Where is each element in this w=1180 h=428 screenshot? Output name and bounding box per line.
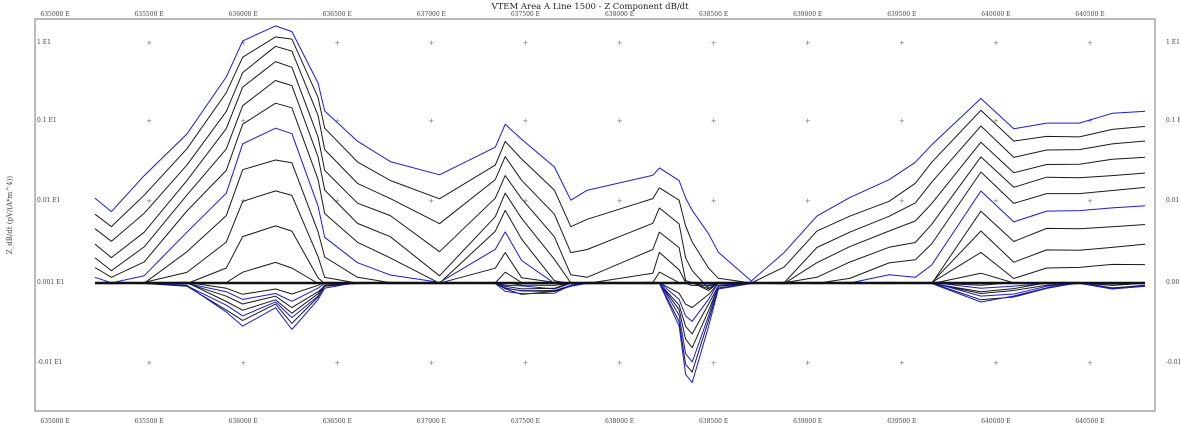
bottom-tick-label: 635500 E bbox=[134, 418, 163, 425]
cross-marker: + bbox=[711, 197, 717, 205]
series-line bbox=[94, 61, 1146, 291]
cross-marker: + bbox=[899, 197, 905, 205]
cross-marker: + bbox=[993, 197, 999, 205]
cross-marker: + bbox=[617, 197, 623, 205]
y-tick-label: 0.001 E1 bbox=[37, 279, 64, 286]
series-line bbox=[94, 261, 1146, 285]
plot-frame bbox=[34, 18, 1156, 412]
top-tick-label: 640500 E bbox=[1075, 11, 1104, 18]
y-tick-labels-right: 1 E1 0.1 E1 0.01 E1 0.001 E1 -0.01 E1 bbox=[1166, 39, 1180, 366]
cross-marker: + bbox=[805, 197, 811, 205]
top-tick-label: 635500 E bbox=[134, 11, 163, 18]
y-tick-label-right: 0.01 E1 bbox=[1166, 197, 1180, 204]
cross-marker: + bbox=[523, 359, 529, 367]
bottom-tick-labels: 635000 E 635500 E 636000 E 636500 E 637000 E… bbox=[40, 418, 1104, 425]
series-line bbox=[94, 102, 1146, 287]
cross-marker: + bbox=[617, 117, 623, 125]
chart-title: VTEM Area A Line 1500 - Z Component dB/d… bbox=[490, 2, 689, 12]
cross-marker: + bbox=[805, 117, 811, 125]
cross-marker: + bbox=[334, 197, 340, 205]
bottom-tick-label: 638000 E bbox=[605, 418, 634, 425]
cross-marker: + bbox=[240, 117, 246, 125]
y-tick-label: 1 E1 bbox=[37, 39, 51, 46]
bottom-tick-label: 638500 E bbox=[699, 418, 728, 425]
cross-marker: + bbox=[146, 117, 152, 125]
cross-marker: + bbox=[805, 359, 811, 367]
cross-marker: + bbox=[146, 359, 152, 367]
series-line bbox=[94, 281, 1146, 363]
cross-marker: + bbox=[617, 359, 623, 367]
cross-marker: + bbox=[334, 39, 340, 47]
series-line bbox=[94, 281, 1146, 308]
bottom-tick-label: 636500 E bbox=[323, 418, 352, 425]
series-line bbox=[94, 127, 1146, 287]
cross-marker: + bbox=[1087, 39, 1093, 47]
cross-marker: + bbox=[334, 117, 340, 125]
y-tick-label-right: 0.1 E1 bbox=[1166, 117, 1180, 124]
series-group bbox=[94, 25, 1146, 383]
y-tick-label-right: 1 E1 bbox=[1166, 39, 1180, 46]
top-tick-label: 638000 E bbox=[605, 11, 634, 18]
cross-marker: + bbox=[711, 117, 717, 125]
top-tick-label: 638500 E bbox=[699, 11, 728, 18]
cross-marker: + bbox=[428, 39, 434, 47]
bottom-tick-label: 640500 E bbox=[1075, 418, 1104, 425]
bottom-tick-label: 635000 E bbox=[40, 418, 69, 425]
cross-marker: + bbox=[240, 359, 246, 367]
series-line bbox=[94, 25, 1146, 282]
y-tick-label-right: -0.01 E1 bbox=[1166, 359, 1180, 366]
cross-marker: + bbox=[523, 39, 529, 47]
series-line bbox=[94, 36, 1146, 284]
bottom-tick-label: 637000 E bbox=[417, 418, 446, 425]
cross-marker: + bbox=[711, 39, 717, 47]
cross-marker: + bbox=[993, 359, 999, 367]
cross-marker: + bbox=[993, 39, 999, 47]
y-tick-label-right: 0.001 E1 bbox=[1166, 279, 1180, 286]
cross-marker: + bbox=[428, 359, 434, 367]
top-tick-label: 635000 E bbox=[40, 11, 69, 18]
bottom-tick-label: 639000 E bbox=[793, 418, 822, 425]
cross-marker: + bbox=[146, 197, 152, 205]
cross-marker: + bbox=[899, 39, 905, 47]
bottom-tick-label: 637500 E bbox=[511, 418, 540, 425]
y-tick-labels-left: 1 E1 0.1 E1 0.01 E1 0.001 E1 -0.01 E1 bbox=[37, 39, 64, 366]
y-tick-label: 0.01 E1 bbox=[37, 197, 60, 204]
bottom-tick-label: 639500 E bbox=[887, 418, 916, 425]
cross-marker: + bbox=[711, 359, 717, 367]
grid-cross-markers: + + + + + + + + + + + + + + + + + + + + + + + + + + + + + + + + + + + + + + + +… bbox=[146, 39, 1093, 367]
top-tick-labels: 635000 E 635500 E 636000 E 636500 E 637000 E… bbox=[40, 11, 1104, 18]
cross-marker: + bbox=[1087, 117, 1093, 125]
top-tick-label: 636000 E bbox=[229, 11, 258, 18]
cross-marker: + bbox=[146, 39, 152, 47]
bottom-tick-label: 640000 E bbox=[981, 418, 1010, 425]
series-line bbox=[94, 45, 1146, 289]
y-axis-label: Z_dB/dt (pV/(A*m^4)) bbox=[6, 176, 14, 254]
series-line bbox=[94, 281, 1146, 335]
series-line bbox=[94, 80, 1146, 290]
bottom-tick-label: 636000 E bbox=[229, 418, 258, 425]
y-tick-label: -0.01 E1 bbox=[37, 359, 63, 366]
cross-marker: + bbox=[523, 117, 529, 125]
cross-marker: + bbox=[617, 39, 623, 47]
cross-marker: + bbox=[993, 117, 999, 125]
cross-marker: + bbox=[428, 117, 434, 125]
top-tick-label: 639000 E bbox=[793, 11, 822, 18]
top-tick-label: 637500 E bbox=[511, 11, 540, 18]
y-tick-label: 0.1 E1 bbox=[37, 117, 57, 124]
cross-marker: + bbox=[805, 39, 811, 47]
cross-marker: + bbox=[1087, 197, 1093, 205]
cross-marker: + bbox=[899, 359, 905, 367]
cross-marker: + bbox=[240, 39, 246, 47]
cross-marker: + bbox=[428, 197, 434, 205]
top-tick-label: 640000 E bbox=[981, 11, 1010, 18]
cross-marker: + bbox=[899, 117, 905, 125]
top-tick-label: 636500 E bbox=[323, 11, 352, 18]
top-tick-label: 639500 E bbox=[887, 11, 916, 18]
cross-marker: + bbox=[1087, 359, 1093, 367]
cross-marker: + bbox=[334, 359, 340, 367]
top-tick-label: 637000 E bbox=[417, 11, 446, 18]
cross-marker: + bbox=[523, 197, 529, 205]
